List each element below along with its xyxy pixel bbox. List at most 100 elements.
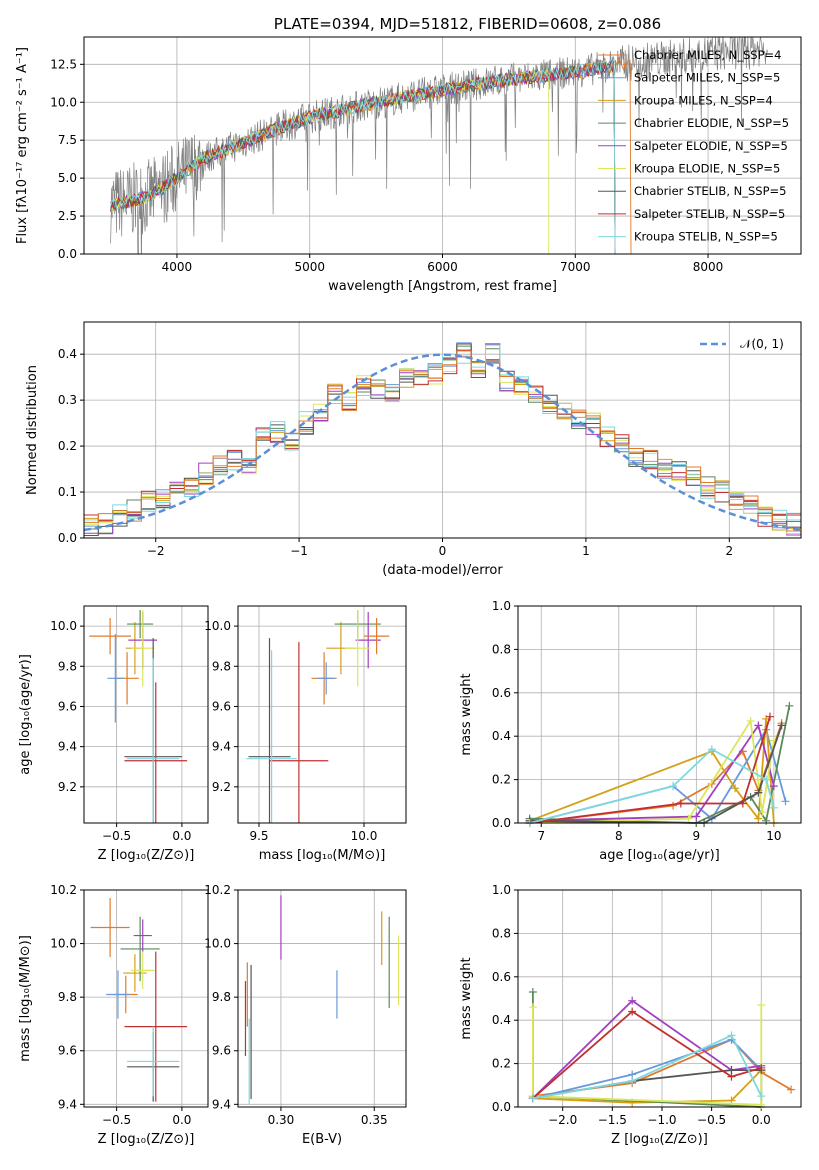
weight-vs-age-point-marker	[676, 799, 685, 808]
mass-vs-z-ytick-label: 9.8	[58, 990, 77, 1004]
weight-vs-z-series-line	[532, 1005, 763, 1106]
age-vs-mass-ytick-label: 9.4	[212, 740, 231, 754]
age-vs-mass-ytick-label: 9.8	[212, 659, 231, 673]
spectrum-legend-label: Chabrier STELIB, N_SSP=5	[634, 184, 786, 198]
weight-vs-z-point-marker	[628, 1007, 637, 1016]
spectrum-legend-label: Kroupa MILES, N_SSP=4	[634, 93, 773, 107]
weight-vs-age-series-line	[529, 716, 771, 824]
residuals-xtick-label: −2	[147, 544, 165, 558]
weight-vs-z-point-marker	[628, 1076, 637, 1085]
weight-vs-age-point-marker	[754, 721, 763, 730]
weight-vs-z-ytick-label: 1.0	[492, 883, 511, 897]
residuals-ytick-label: 0.3	[58, 393, 77, 407]
age-vs-mass-xtick-label: 10.0	[351, 829, 378, 843]
weight-vs-age-series-line	[529, 725, 783, 824]
weight-vs-age-point-marker	[769, 782, 778, 791]
weight-vs-z-point-marker	[757, 1063, 766, 1072]
spectrum-ytick-label: 0.0	[58, 247, 77, 261]
weight-vs-age-ytick-label: 0.4	[492, 729, 511, 743]
mass-vs-ebv-ytick-label: 9.8	[212, 990, 231, 1004]
age-vs-z-ytick-label: 9.8	[58, 659, 77, 673]
weight-vs-age-frame	[517, 605, 802, 824]
weight-vs-z-xtick-label: −1.0	[647, 1113, 676, 1127]
mass-vs-ebv-frame	[237, 889, 407, 1108]
weight-vs-z-xtick-label: −0.5	[697, 1113, 726, 1127]
mass-vs-ebv-xtick-label: 0.30	[268, 1113, 295, 1127]
weight-vs-z-point-marker	[528, 987, 537, 996]
residuals-plot	[84, 342, 801, 536]
age-vs-z-xtick-label: 0.0	[172, 829, 191, 843]
spectrum-xtick-label: 4000	[162, 260, 193, 274]
mass-vs-z-plot	[90, 898, 188, 1102]
age-vs-z-ytick-label: 9.4	[58, 740, 77, 754]
weight-vs-age-point-marker	[707, 745, 716, 754]
weight-vs-z-xtick-label: −1.5	[598, 1113, 627, 1127]
weight-vs-z-point-marker	[727, 1031, 736, 1040]
weight-vs-z-ytick-label: 0.6	[492, 970, 511, 984]
spectrum-title: PLATE=0394, MJD=51812, FIBERID=0608, z=0…	[274, 15, 661, 33]
weight-vs-age-point-marker	[777, 721, 786, 730]
residuals-xtick-label: 2	[725, 544, 733, 558]
weight-vs-z-series-line	[532, 1010, 762, 1099]
spectrum-legend-label: Salpeter MILES, N_SSP=5	[634, 71, 780, 85]
weight-vs-z-ytick-label: 0.0	[492, 1100, 511, 1114]
age-vs-z-ytick-label: 9.2	[58, 780, 77, 794]
weight-vs-age-ylabel: mass weight	[459, 673, 474, 755]
weight-vs-age-point-marker	[785, 701, 794, 710]
weight-vs-z-series-line	[532, 1034, 763, 1100]
age-vs-z-xlabel: Z [log₁₀(Z/Z⊙)]	[98, 848, 195, 863]
weight-vs-age-point-marker	[731, 784, 740, 793]
mass-vs-z-xtick-label: 0.0	[172, 1113, 191, 1127]
spectrum-xtick-label: 6000	[427, 260, 458, 274]
weight-vs-z-point-marker	[757, 1092, 766, 1101]
age-vs-mass-plot	[246, 610, 390, 823]
age-vs-mass-ytick-label: 9.6	[212, 699, 231, 713]
weight-vs-z-point-marker	[528, 1094, 537, 1103]
mass-vs-z-ytick-label: 9.6	[58, 1044, 77, 1058]
weight-vs-age-series-line	[529, 727, 787, 824]
residuals-hist-step	[84, 344, 801, 521]
residuals-ytick-label: 0.1	[58, 485, 77, 499]
weight-vs-age-point-marker	[762, 775, 771, 784]
spectrum-legend-label: Salpeter STELIB, N_SSP=5	[634, 207, 785, 221]
weight-vs-age-xlabel: age [log₁₀(age/yr)]	[599, 848, 720, 863]
mass-vs-z-frame	[83, 889, 209, 1108]
weight-vs-z-ytick-label: 0.4	[492, 1013, 511, 1027]
residuals-gauss-line	[84, 353, 801, 532]
weight-vs-age-point-marker	[684, 814, 693, 823]
mass-vs-z-xlabel: Z [log₁₀(Z/Z⊙)]	[98, 1132, 195, 1147]
weight-vs-z-ytick-label: 0.8	[492, 926, 511, 940]
residuals-xtick-label: 0	[439, 544, 447, 558]
spectrum-legend-label: Kroupa ELODIE, N_SSP=5	[634, 162, 780, 176]
age-vs-mass-ytick-label: 9.2	[212, 780, 231, 794]
mass-vs-ebv-ytick-label: 9.4	[212, 1097, 231, 1111]
weight-vs-z-series-line	[532, 1038, 762, 1100]
weight-vs-z-point-marker	[528, 1003, 537, 1012]
weight-vs-age-series-line	[529, 723, 775, 822]
spectrum-plot	[110, 37, 768, 254]
weight-vs-age-point-marker	[769, 803, 778, 812]
weight-vs-age-point-marker	[758, 808, 767, 817]
weight-vs-age-ytick-label: 0.6	[492, 686, 511, 700]
weight-vs-age-xtick-label: 7	[537, 829, 545, 843]
age-vs-mass-xlabel: mass [log₁₀(M/M⊙)]	[259, 848, 386, 863]
spectrum-ylabel: Flux [fλ10⁻¹⁷ erg cm⁻² s⁻¹ A⁻¹]	[15, 47, 30, 244]
spectrum-xtick-label: 5000	[294, 260, 325, 274]
residuals-xtick-label: −1	[290, 544, 308, 558]
weight-vs-age-point-marker	[692, 812, 701, 821]
residuals-ylabel: Normed distribution	[25, 365, 40, 495]
residuals-ytick-label: 0.2	[58, 439, 77, 453]
weight-vs-age-ytick-label: 1.0	[492, 599, 511, 613]
spectrum-legend-label: Chabrier ELODIE, N_SSP=5	[634, 116, 789, 130]
age-vs-mass-ytick-label: 10.0	[204, 619, 231, 633]
weight-vs-age-ytick-label: 0.0	[492, 816, 511, 830]
residuals-xtick-label: 1	[582, 544, 590, 558]
age-vs-z-frame	[83, 605, 209, 824]
spectrum-xtick-label: 7000	[560, 260, 591, 274]
spectrum-ytick-label: 5.0	[58, 171, 77, 185]
spectrum-xlabel: wavelength [Angstrom, rest frame]	[328, 279, 557, 294]
mass-vs-z-xtick-label: −0.5	[102, 1113, 131, 1127]
weight-vs-age-xtick-label: 8	[615, 829, 623, 843]
weight-vs-age-point-marker	[738, 799, 747, 808]
